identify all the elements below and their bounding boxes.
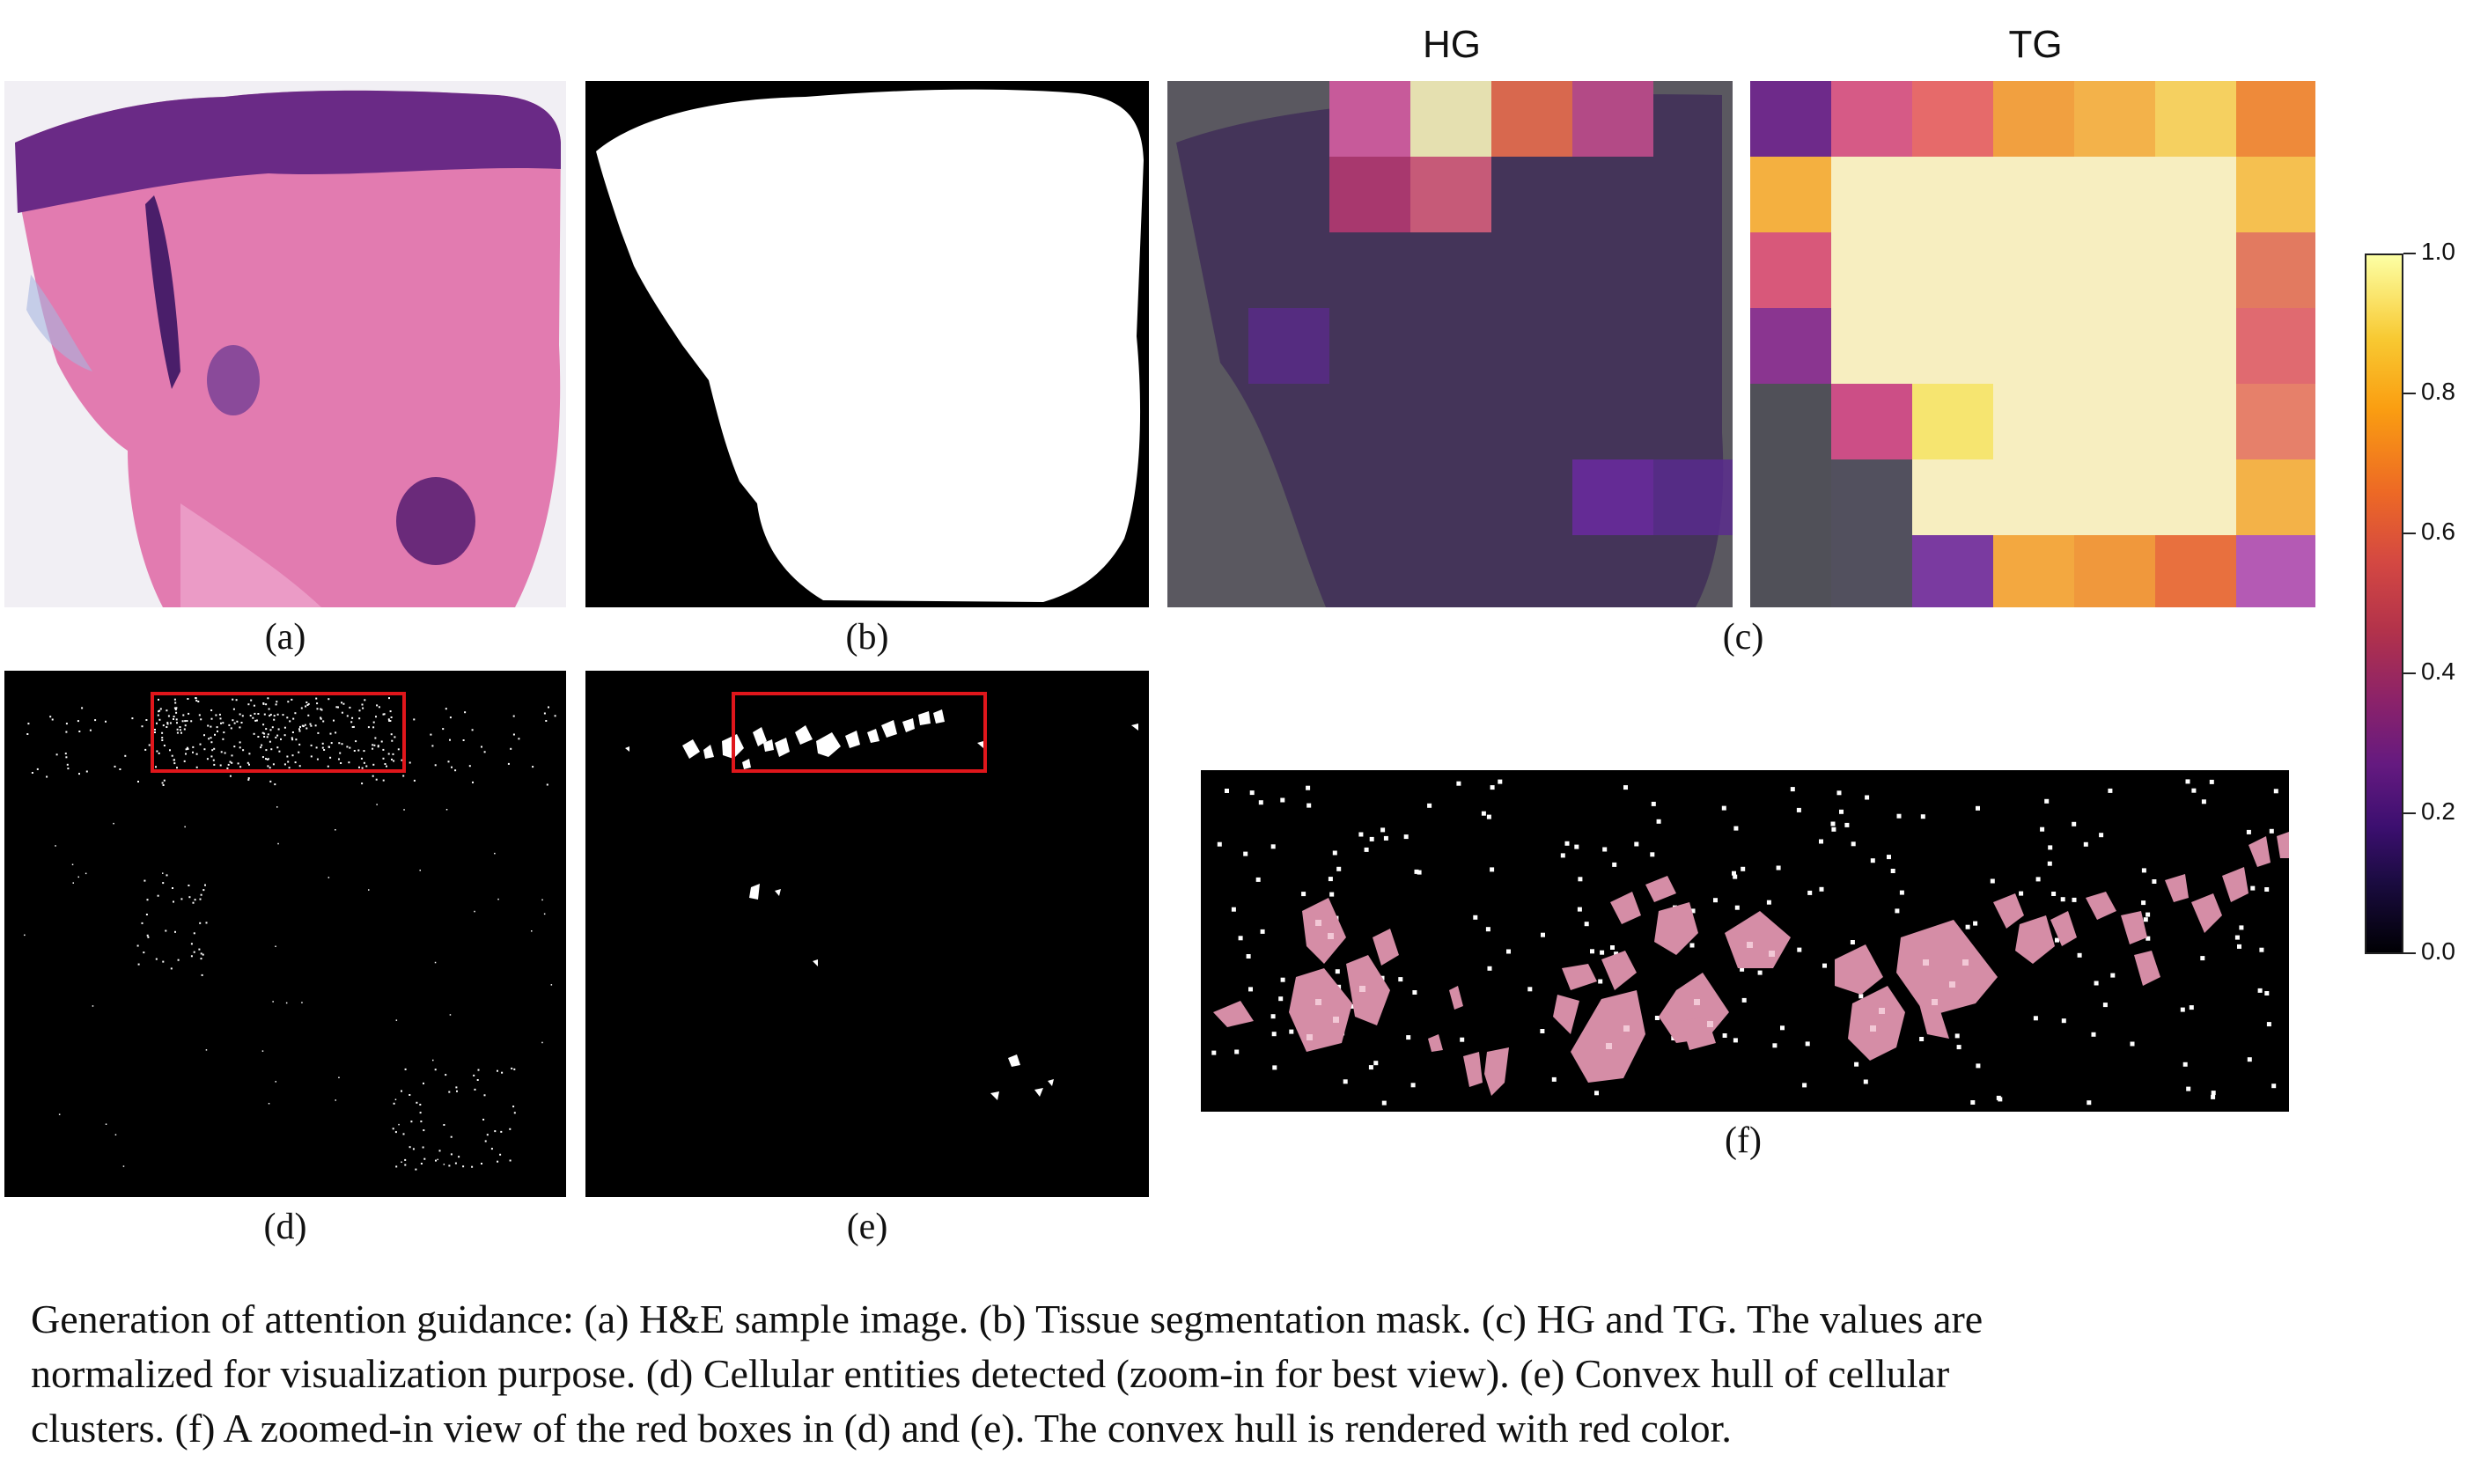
colorbar-tick-0.2 bbox=[2403, 812, 2416, 814]
tg-heatmap bbox=[1750, 81, 2315, 607]
colorbar-label: 0.0 bbox=[2421, 937, 2455, 965]
convex-hull-image bbox=[585, 671, 1149, 1197]
panel-label-f: (f) bbox=[1725, 1120, 1762, 1161]
panel-label-c: (c) bbox=[1722, 617, 1764, 658]
colorbar-tick-1.0 bbox=[2403, 253, 2416, 254]
highlight-box bbox=[732, 692, 987, 773]
caption-line-2: normalized for visualization purpose. (d… bbox=[31, 1351, 1950, 1396]
colorbar-label: 0.4 bbox=[2421, 658, 2455, 685]
panel-label-a: (a) bbox=[264, 617, 306, 658]
tissue-segmentation-mask bbox=[585, 81, 1149, 607]
figure-caption: Generation of attention guidance: (a) H&… bbox=[31, 1292, 2443, 1456]
colorbar-tick-0.6 bbox=[2403, 533, 2416, 534]
hg-title: HG bbox=[1423, 23, 1481, 66]
he-sample-image bbox=[4, 81, 566, 607]
colorbar-label: 0.2 bbox=[2421, 797, 2455, 825]
colorbar-label: 1.0 bbox=[2421, 238, 2455, 265]
colorbar bbox=[2365, 253, 2403, 954]
caption-line-3: clusters. (f) A zoomed-in view of the re… bbox=[31, 1406, 1732, 1451]
cellular-entities-image bbox=[4, 671, 566, 1197]
colorbar-label: 0.8 bbox=[2421, 378, 2455, 405]
caption-line-1: Generation of attention guidance: (a) H&… bbox=[31, 1297, 1984, 1341]
hg-heatmap bbox=[1167, 81, 1733, 607]
panel-label-d: (d) bbox=[263, 1207, 307, 1247]
colorbar-tick-0.4 bbox=[2403, 672, 2416, 674]
colorbar-tick-0.8 bbox=[2403, 393, 2416, 394]
colorbar-tick-0.0 bbox=[2403, 952, 2416, 954]
colorbar-label: 0.6 bbox=[2421, 518, 2455, 545]
panel-label-b: (b) bbox=[845, 617, 889, 658]
highlight-box bbox=[151, 692, 406, 773]
panel-label-e: (e) bbox=[846, 1207, 888, 1247]
tg-title: TG bbox=[2008, 23, 2063, 66]
zoomed-convex-hull-view bbox=[1201, 770, 2289, 1112]
